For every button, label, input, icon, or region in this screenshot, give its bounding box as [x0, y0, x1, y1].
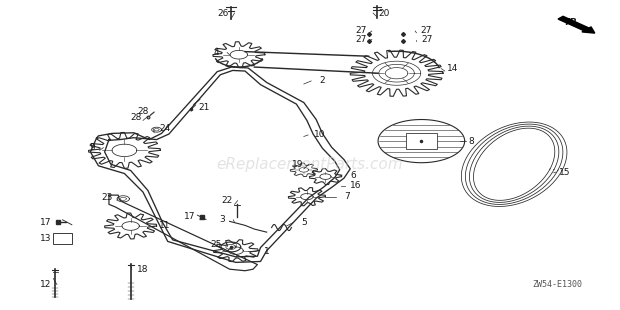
Text: 28: 28 [130, 113, 141, 122]
Text: 25: 25 [210, 240, 222, 249]
Text: 26: 26 [218, 9, 229, 18]
Text: 19: 19 [292, 160, 303, 169]
Text: 11: 11 [159, 221, 170, 230]
Text: 8: 8 [468, 137, 474, 146]
Text: 24: 24 [159, 124, 170, 133]
Text: 17: 17 [40, 218, 51, 227]
Text: 27: 27 [355, 35, 366, 44]
Text: 22: 22 [221, 196, 232, 205]
Text: FR.: FR. [564, 18, 580, 27]
Text: 23: 23 [102, 193, 113, 202]
Text: 3: 3 [219, 215, 225, 224]
Bar [406, 133, 437, 149]
FancyArrow shape [558, 16, 595, 33]
Text: 27: 27 [355, 26, 366, 35]
Text: 9: 9 [89, 143, 95, 152]
Text: 10: 10 [314, 131, 325, 140]
Text: 12: 12 [40, 280, 51, 289]
Text: 15: 15 [559, 168, 570, 177]
Text: 20: 20 [379, 9, 390, 18]
Text: 18: 18 [137, 265, 149, 274]
Text: 4: 4 [213, 48, 219, 57]
Text: 6: 6 [350, 170, 356, 179]
Text: 27: 27 [420, 26, 432, 35]
Text: 28: 28 [137, 107, 149, 116]
Text: ZW54-E1300: ZW54-E1300 [532, 280, 582, 289]
Text: eReplacementParts.com: eReplacementParts.com [216, 157, 404, 172]
Text: 14: 14 [446, 64, 458, 73]
Text: 13: 13 [40, 234, 51, 243]
Text: 17: 17 [184, 212, 195, 221]
Text: 5: 5 [301, 218, 307, 228]
Text: 2: 2 [319, 77, 325, 86]
Bar [53, 233, 72, 245]
Text: 27: 27 [422, 35, 433, 44]
Text: 1: 1 [264, 247, 270, 256]
Text: 21: 21 [198, 103, 210, 112]
Text: 7: 7 [344, 192, 350, 201]
Text: 16: 16 [350, 181, 361, 190]
